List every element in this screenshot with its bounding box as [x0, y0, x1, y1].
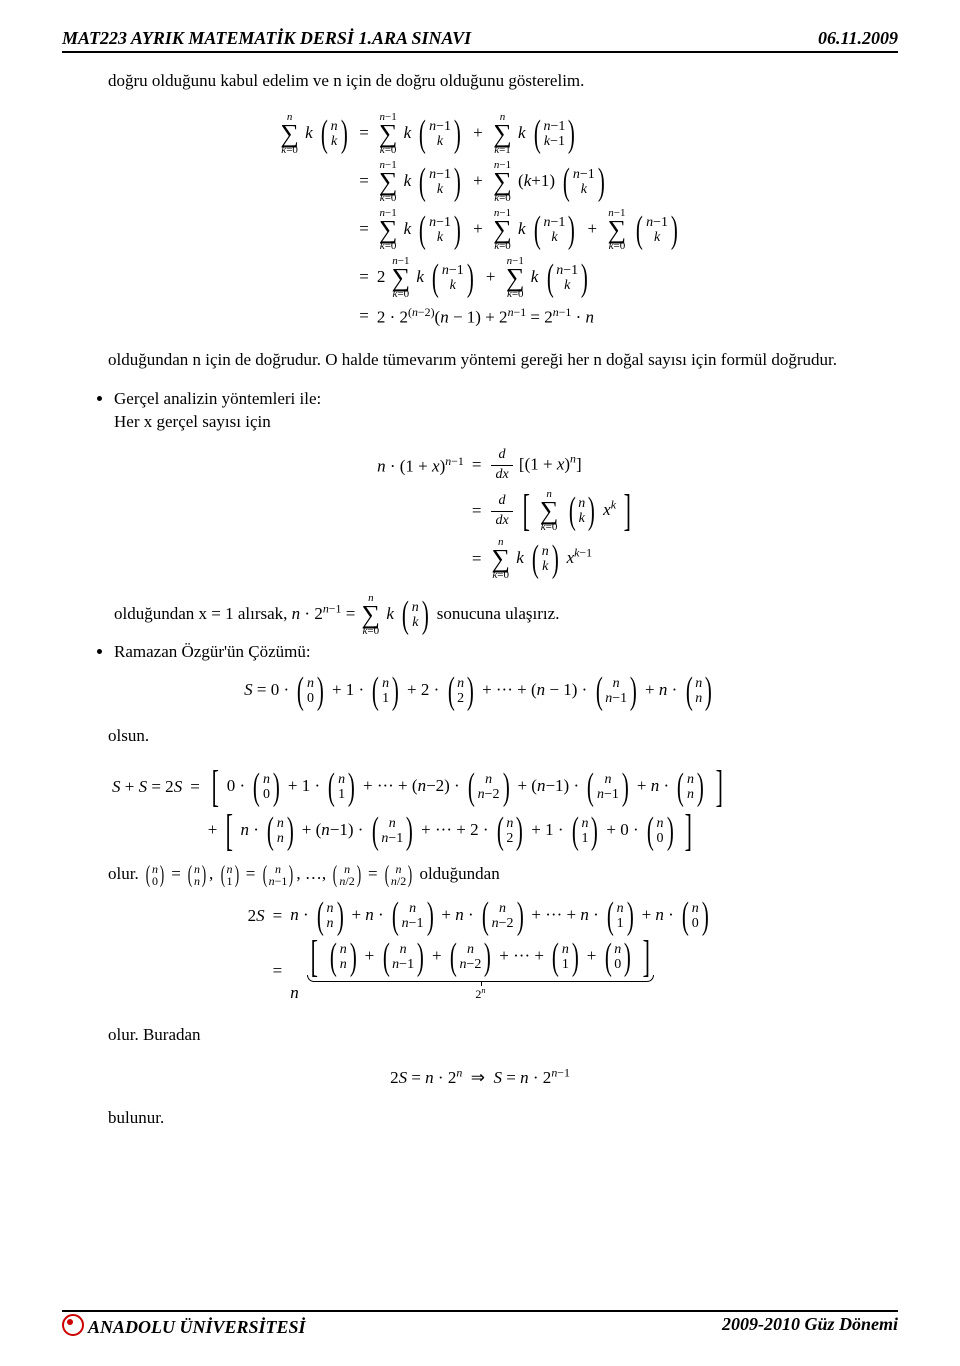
p3a: olduğundan x = 1 alırsak, — [114, 604, 292, 623]
p-symmetry: olur. (n0) = (nn), (n1) = (nn−1), …, (nn… — [108, 863, 898, 887]
bullet-ramazan-title: Ramazan Özgür'ün Çözümü: — [114, 642, 311, 661]
header-left: MAT223 AYRIK MATEMATİK DERSİ 1.ARA SINAV… — [62, 28, 471, 49]
bullet-analysis: Gerçel analizin yöntemleri ile: Her x ge… — [114, 388, 898, 637]
bullet-analysis-title: Gerçel analizin yöntemleri ile: — [114, 389, 321, 408]
university-logo-icon — [62, 1314, 84, 1336]
page-header: MAT223 AYRIK MATEMATİK DERSİ 1.ARA SINAV… — [62, 28, 898, 53]
eq-2S: S + S = 2S = [ 0 · (n0) + 1 · (n1) + ···… — [108, 765, 898, 853]
eq-induction: n∑k=0 k (nk) = n−1∑k=0 k (n−1k) + n∑k=1 … — [62, 110, 898, 332]
eq-derivative: n · (1 + x)n−1 = ddx [(1 + x)n] = ddx — [114, 444, 898, 583]
paragraph-intro: doğru olduğunu kabul edelim ve n için de… — [108, 70, 898, 93]
bullet-analysis-sub: Her x gerçel sayısı için — [114, 412, 271, 431]
p5b: olduğundan — [419, 864, 499, 883]
header-right: 06.11.2009 — [818, 28, 898, 49]
p-buradan: olur. Buradan — [108, 1024, 898, 1047]
footer-right: 2009-2010 Güz Dönemi — [722, 1314, 898, 1338]
footer-left-text: ANADOLU ÜNİVERSİTESİ — [88, 1317, 306, 1337]
p-bulunur: bulunur. — [108, 1107, 898, 1130]
paragraph-x1: olduğundan x = 1 alırsak, n · 2n−1 = n∑k… — [114, 593, 898, 637]
bullet-ramazan: Ramazan Özgür'ün Çözümü: — [114, 641, 898, 664]
eq-2S-result: 2S = n · (nn) + n · (nn−1) + n · (nn−2) … — [62, 897, 898, 1007]
eq-S-def: S = 0 · (n0) + 1 · (n1) + 2 · (n2) + ···… — [62, 674, 898, 708]
eq-final: 2S = n · 2n ⇒ S = n · 2n−1 — [62, 1064, 898, 1090]
p-olsun: olsun. — [108, 725, 898, 748]
page-footer: ANADOLU ÜNİVERSİTESİ 2009-2010 Güz Dönem… — [62, 1310, 898, 1338]
paragraph-induction-done: olduğundan n için de doğrudur. O halde t… — [108, 349, 898, 372]
p5a: olur. — [108, 864, 143, 883]
footer-left: ANADOLU ÜNİVERSİTESİ — [62, 1314, 306, 1338]
p3b: sonucuna ulaşırız. — [437, 604, 560, 623]
